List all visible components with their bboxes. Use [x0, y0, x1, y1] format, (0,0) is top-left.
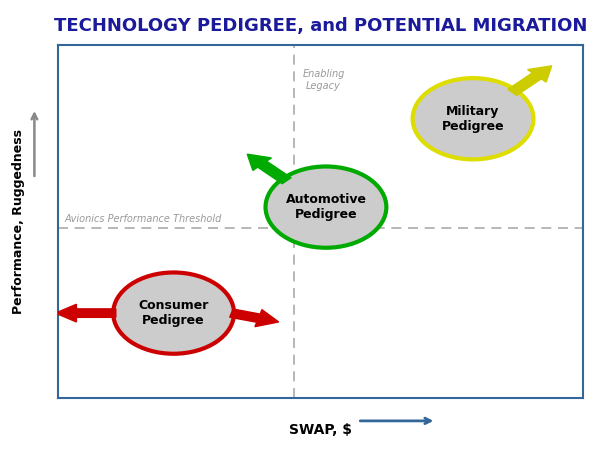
Title: TECHNOLOGY PEDIGREE, and POTENTIAL MIGRATION: TECHNOLOGY PEDIGREE, and POTENTIAL MIGRA…: [54, 17, 587, 35]
Text: Consumer
Pedigree: Consumer Pedigree: [139, 299, 209, 327]
FancyArrow shape: [247, 154, 291, 183]
Text: Enabling
Legacy: Enabling Legacy: [302, 69, 344, 91]
FancyArrow shape: [55, 304, 116, 322]
Text: SWAP, $: SWAP, $: [289, 423, 352, 437]
Text: Avionics Performance Threshold: Avionics Performance Threshold: [64, 214, 222, 224]
Circle shape: [113, 272, 234, 354]
Text: Performance, Ruggedness: Performance, Ruggedness: [12, 129, 25, 314]
FancyArrow shape: [230, 309, 278, 327]
Circle shape: [413, 78, 533, 159]
Text: Automotive
Pedigree: Automotive Pedigree: [286, 193, 367, 221]
Circle shape: [266, 166, 386, 248]
Text: Military
Pedigree: Military Pedigree: [442, 105, 505, 133]
FancyArrow shape: [508, 66, 551, 95]
